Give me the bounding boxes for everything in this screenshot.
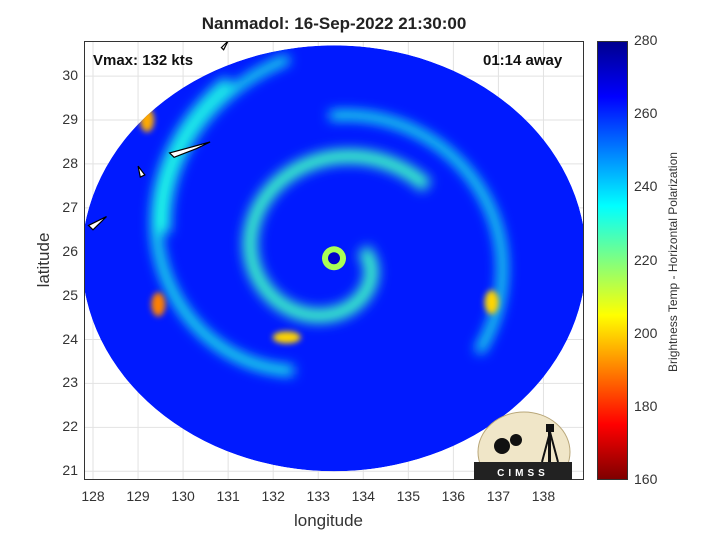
colorbar-tick-label: 240 xyxy=(634,178,658,195)
chart-title: Nanmadol: 16-Sep-2022 21:30:00 xyxy=(201,14,467,33)
x-tick-label: 138 xyxy=(531,488,556,504)
x-tick-label: 134 xyxy=(351,488,375,504)
y-tick-label: 21 xyxy=(62,462,78,479)
x-tick-label: 132 xyxy=(261,488,285,504)
x-tick-label: 128 xyxy=(81,488,105,504)
x-tick-label: 131 xyxy=(216,488,240,504)
brightness-swath xyxy=(84,45,584,472)
colorbar-label: Brightness Temp - Horizontal Polarizatio… xyxy=(666,152,680,372)
island-outline xyxy=(220,41,229,51)
island-outline xyxy=(168,141,211,158)
x-tick-label: 135 xyxy=(396,488,420,504)
island-outline xyxy=(137,165,146,178)
vmax-label: Vmax: 132 kts xyxy=(93,52,194,69)
map-svg xyxy=(84,41,584,480)
colorbar-tick-label: 180 xyxy=(634,397,658,414)
time-away-label: 01:14 away xyxy=(483,52,563,69)
y-tick-label: 24 xyxy=(62,330,78,347)
x-tick-label: 129 xyxy=(126,488,150,504)
x-tick-label: 136 xyxy=(441,488,466,504)
colorbar-tick-label: 160 xyxy=(634,471,658,487)
hotspot-band-east xyxy=(484,290,499,315)
y-tick-label: 29 xyxy=(62,111,78,128)
x-tick-label: 130 xyxy=(171,488,195,504)
x-tick-label: 137 xyxy=(486,488,511,504)
y-tick-label: 26 xyxy=(62,242,78,259)
coastline xyxy=(87,41,229,231)
spiral-band-northwest xyxy=(161,54,291,233)
colorbar xyxy=(597,41,628,480)
logo-text: CIMSS xyxy=(497,468,549,479)
colorbar-tick-label: 260 xyxy=(634,105,658,122)
y-tick-label: 28 xyxy=(62,154,78,171)
x-axis-label: longitude xyxy=(294,511,364,530)
x-tick-label: 133 xyxy=(306,488,330,504)
y-tick-label: 22 xyxy=(62,418,78,435)
hotspot-band-west-1 xyxy=(151,292,166,317)
y-tick-label: 30 xyxy=(62,67,78,84)
spiral-band-outer xyxy=(151,76,294,376)
colorbar-tick-label: 280 xyxy=(634,32,658,48)
spiral-band-east xyxy=(329,110,508,355)
y-tick-label: 23 xyxy=(62,374,78,391)
plot-area xyxy=(84,41,584,480)
y-tick-label: 25 xyxy=(62,286,78,303)
colorbar-tick-label: 220 xyxy=(634,251,658,268)
spiral-band-inner xyxy=(243,149,432,323)
colorbar-tick-label: 200 xyxy=(634,324,658,341)
y-axis-label: latitude xyxy=(34,232,53,288)
storm-eye xyxy=(328,252,340,265)
island-outline xyxy=(87,216,107,231)
y-tick-label: 27 xyxy=(62,198,78,215)
cimss-logo: CIMSS xyxy=(474,410,572,493)
hotspot-band-south xyxy=(272,331,301,344)
